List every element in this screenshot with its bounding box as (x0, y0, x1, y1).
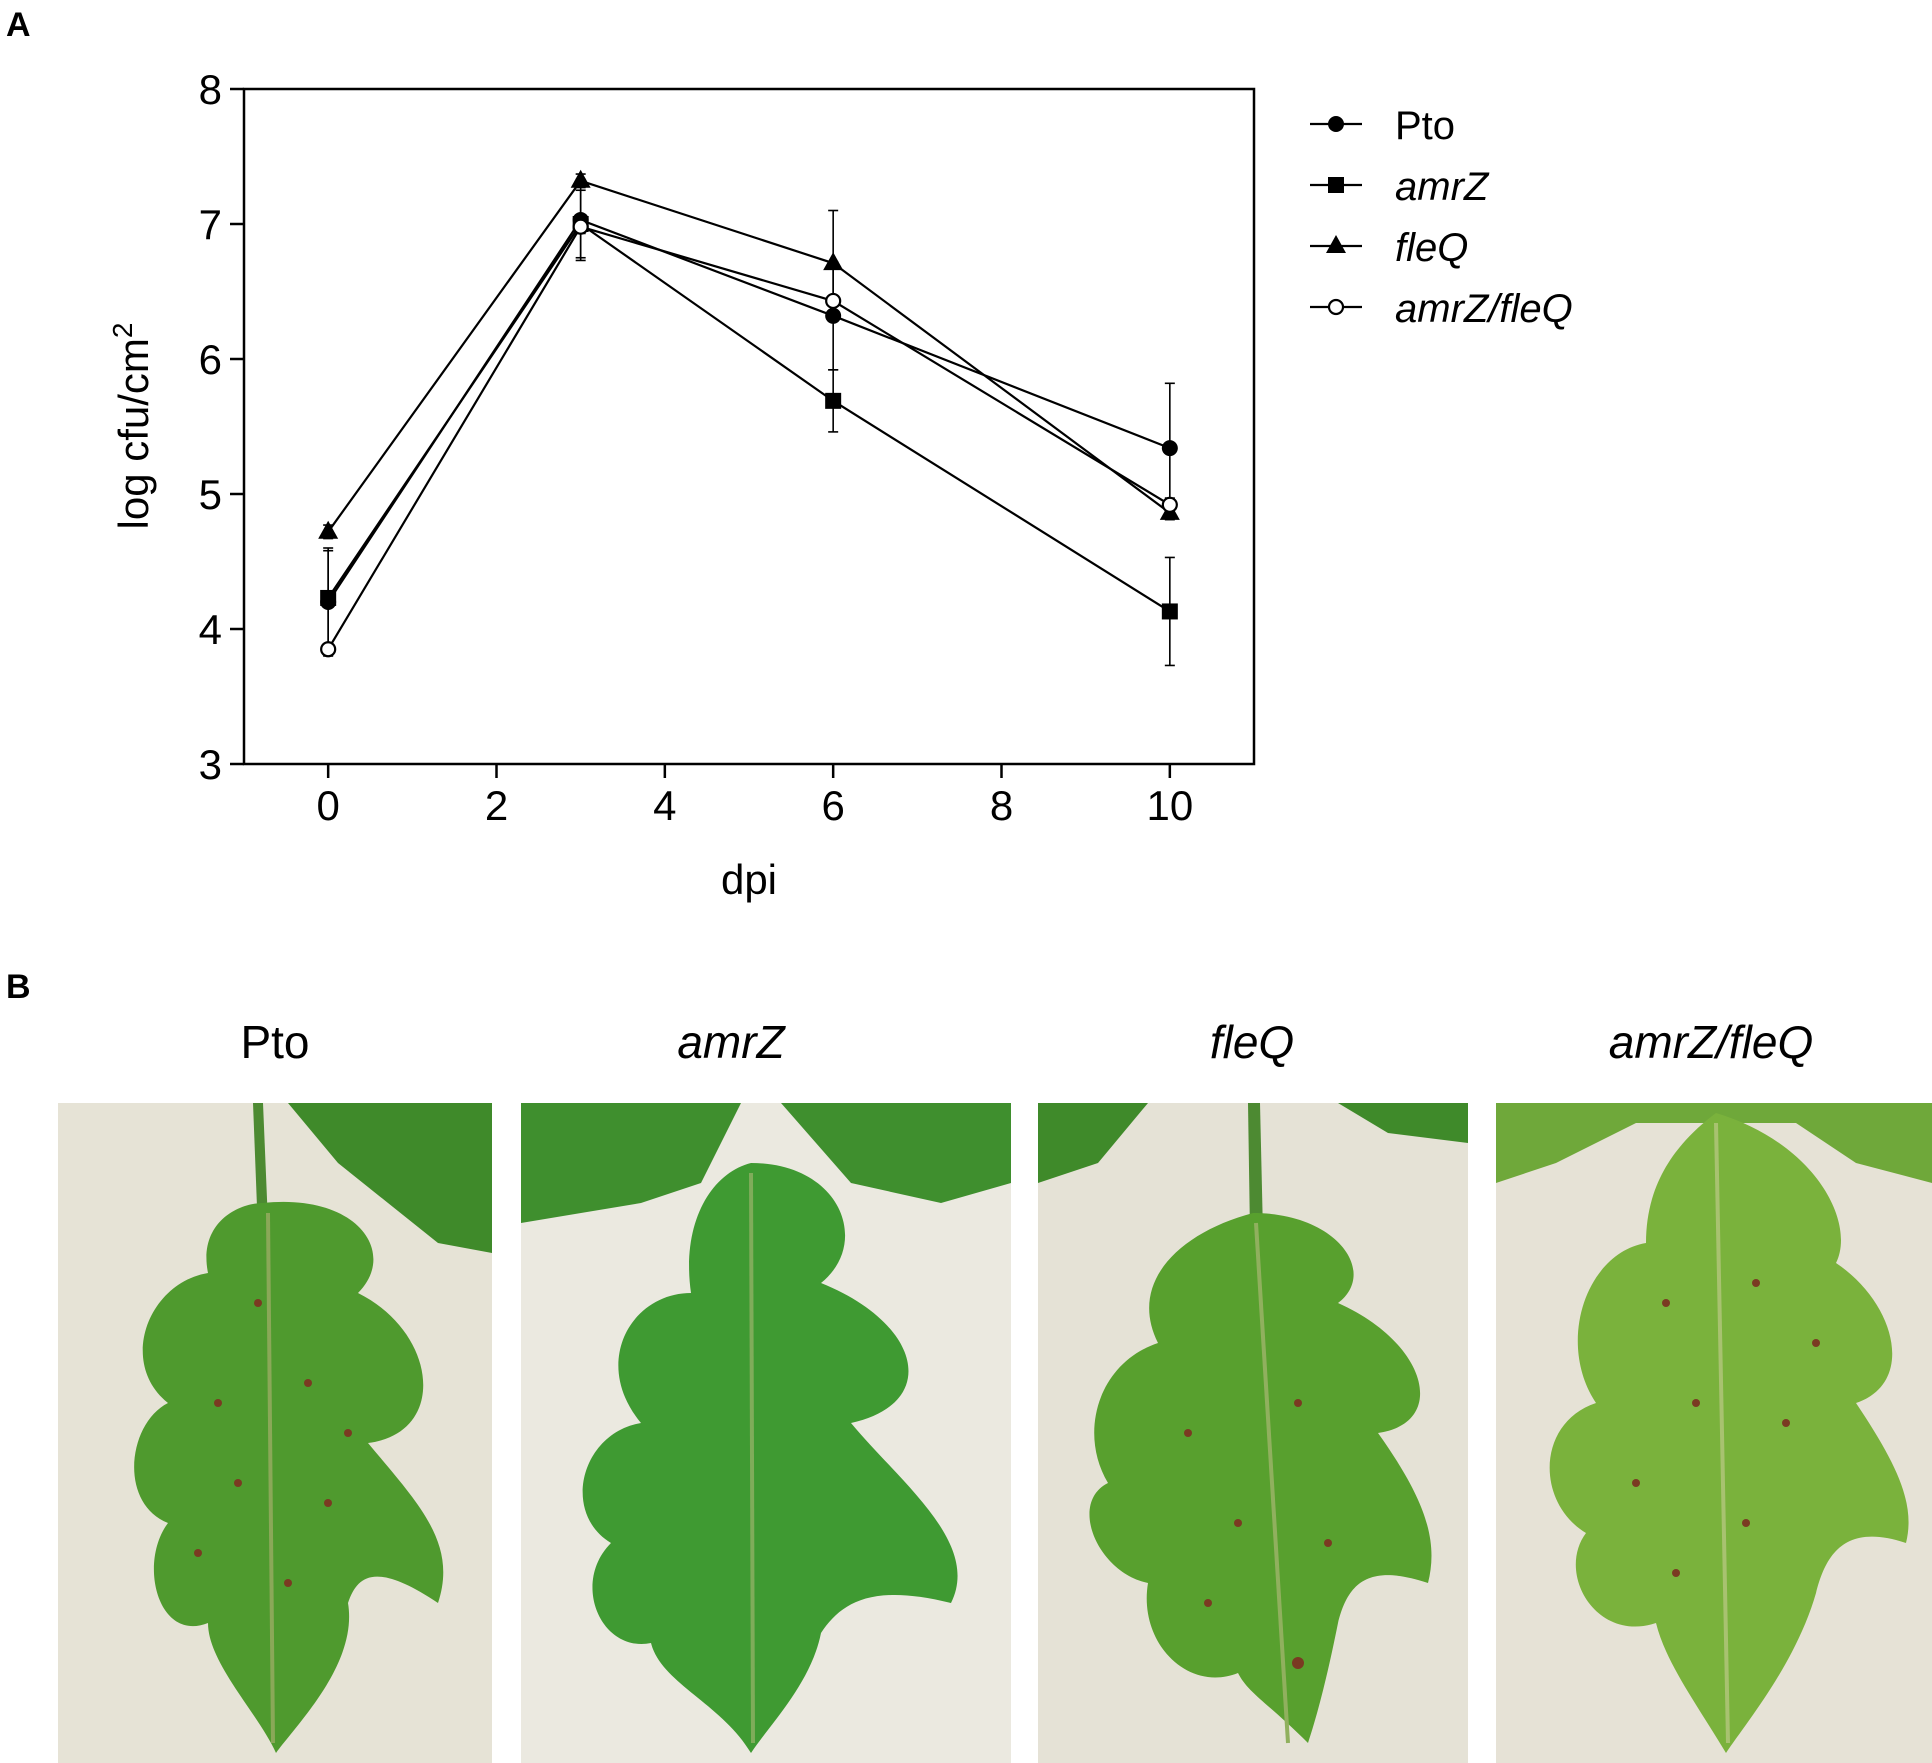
x-tick-label: 4 (653, 782, 676, 829)
legend-label: amrZ/fleQ (1395, 287, 1573, 331)
legend-item: fleQ (1310, 226, 1468, 270)
legend: Pto amrZ fleQ amrZ/fleQ (1310, 104, 1573, 331)
x-axis-ticks: 0 2 4 6 8 10 (316, 764, 1193, 829)
data-point (318, 520, 339, 539)
series-amrz-fleq (320, 218, 1178, 658)
legend-marker (1327, 298, 1345, 316)
y-tick-label: 3 (199, 741, 222, 788)
panel-b-label: B (6, 968, 31, 1006)
legend-marker (1328, 116, 1344, 132)
x-tick-label: 2 (485, 782, 508, 829)
x-tick-label: 0 (316, 782, 339, 829)
y-tick-label: 7 (199, 201, 222, 248)
series-line (327, 225, 1171, 650)
y-axis-label: log cfu/cm2 (107, 323, 157, 530)
data-point (572, 218, 589, 235)
leaf-photo-pto (58, 1103, 492, 1763)
legend-item: amrZ (1310, 165, 1490, 209)
x-tick-label: 8 (990, 782, 1013, 829)
x-tick-label: 10 (1146, 782, 1193, 829)
leaf-photo-amrz-fleq (1496, 1103, 1932, 1763)
y-tick-label: 6 (199, 336, 222, 383)
legend-label: amrZ (1395, 165, 1490, 209)
x-tick-label: 6 (821, 782, 844, 829)
y-axis-ticks: 3 4 5 6 7 8 (199, 66, 244, 788)
series-line (327, 222, 1171, 613)
x-axis-label: dpi (721, 856, 777, 903)
data-point (320, 641, 337, 658)
series-layer (318, 169, 1180, 667)
y-axis-label-main: log cfu/cm (110, 338, 157, 529)
data-point (1161, 603, 1178, 620)
y-axis-label-sup: 2 (107, 323, 138, 339)
legend-label: fleQ (1395, 226, 1468, 270)
panel-a-label: A (6, 6, 31, 44)
photo-title-pto: Pto (240, 1016, 310, 1068)
data-point (825, 292, 842, 310)
photo-title-amrz-fleq: amrZ/fleQ (1608, 1016, 1814, 1068)
data-point (1161, 440, 1178, 457)
series-amrz (320, 189, 1178, 667)
legend-marker (1328, 177, 1344, 193)
data-point (823, 252, 844, 271)
y-tick-label: 5 (199, 471, 222, 518)
leaf-photo-fleq (1038, 1103, 1468, 1763)
y-tick-label: 4 (199, 606, 222, 653)
photo-title-amrz: amrZ (677, 1016, 785, 1068)
plot-frame (242, 87, 1256, 766)
data-point (825, 392, 842, 409)
series-line (327, 179, 1171, 533)
data-point (1161, 496, 1178, 513)
legend-label: Pto (1395, 104, 1455, 148)
legend-item: amrZ/fleQ (1310, 287, 1573, 331)
leaf-photo-amrz (521, 1103, 1011, 1763)
y-tick-label: 8 (199, 66, 222, 113)
data-point (570, 169, 591, 188)
legend-item: Pto (1310, 104, 1455, 148)
photo-title-fleq: fleQ (1209, 1016, 1295, 1068)
legend-marker (1326, 235, 1346, 253)
data-point (320, 589, 337, 606)
series-fleq (318, 169, 1180, 540)
